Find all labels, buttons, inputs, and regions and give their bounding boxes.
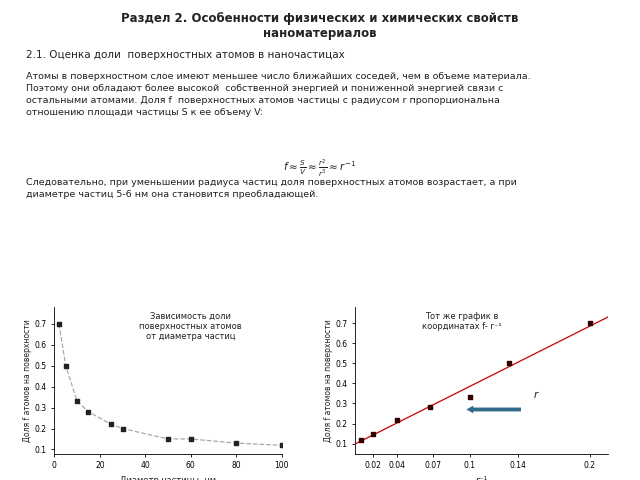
X-axis label: r⁻¹: r⁻¹ bbox=[476, 476, 488, 480]
Point bbox=[61, 362, 71, 370]
Point bbox=[504, 360, 515, 367]
Point bbox=[368, 430, 378, 437]
Point bbox=[118, 425, 128, 432]
X-axis label: Диаметр частицы, нм: Диаметр частицы, нм bbox=[120, 476, 216, 480]
Text: r: r bbox=[533, 390, 538, 400]
Point bbox=[585, 319, 595, 327]
Text: $f \approx \frac{S}{V} \approx \frac{r^2}{r^3} \approx r^{-1}$: $f \approx \frac{S}{V} \approx \frac{r^2… bbox=[284, 157, 356, 179]
Point bbox=[186, 435, 196, 443]
Point bbox=[392, 416, 403, 423]
Point bbox=[276, 442, 287, 449]
Point bbox=[465, 394, 475, 401]
Point bbox=[356, 436, 366, 444]
Point bbox=[72, 397, 82, 405]
Point bbox=[231, 439, 241, 447]
Point bbox=[163, 435, 173, 443]
Point bbox=[106, 420, 116, 428]
Y-axis label: Доля f атомов на поверхности: Доля f атомов на поверхности bbox=[324, 319, 333, 442]
Text: 2.1. Оценка доли  поверхностных атомов в наночастицах: 2.1. Оценка доли поверхностных атомов в … bbox=[26, 50, 344, 60]
Point bbox=[425, 404, 435, 411]
Text: Раздел 2. Особенности физических и химических свойств
наноматериалов: Раздел 2. Особенности физических и химич… bbox=[122, 12, 518, 40]
Text: Атомы в поверхностном слое имеют меньшее число ближайших соседей, чем в объеме м: Атомы в поверхностном слое имеют меньшее… bbox=[26, 72, 530, 118]
Y-axis label: Доля f атомов на поверхности: Доля f атомов на поверхности bbox=[23, 319, 32, 442]
Text: Следовательно, при уменьшении радиуса частиц доля поверхностных атомов возрастае: Следовательно, при уменьшении радиуса ча… bbox=[26, 178, 516, 199]
Text: Тот же график в
координатах f- r⁻¹: Тот же график в координатах f- r⁻¹ bbox=[422, 312, 501, 331]
Text: Зависимость доли
поверхностных атомов
от диаметра частиц: Зависимость доли поверхностных атомов от… bbox=[140, 312, 242, 341]
Point bbox=[83, 408, 93, 416]
Point bbox=[54, 320, 64, 328]
